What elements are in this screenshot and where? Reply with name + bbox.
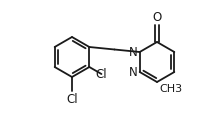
Text: CH3: CH3 <box>159 84 182 94</box>
Text: O: O <box>152 11 162 24</box>
Text: Cl: Cl <box>96 68 107 81</box>
Text: Cl: Cl <box>66 93 78 106</box>
Text: N: N <box>129 65 138 79</box>
Text: N: N <box>129 45 138 58</box>
